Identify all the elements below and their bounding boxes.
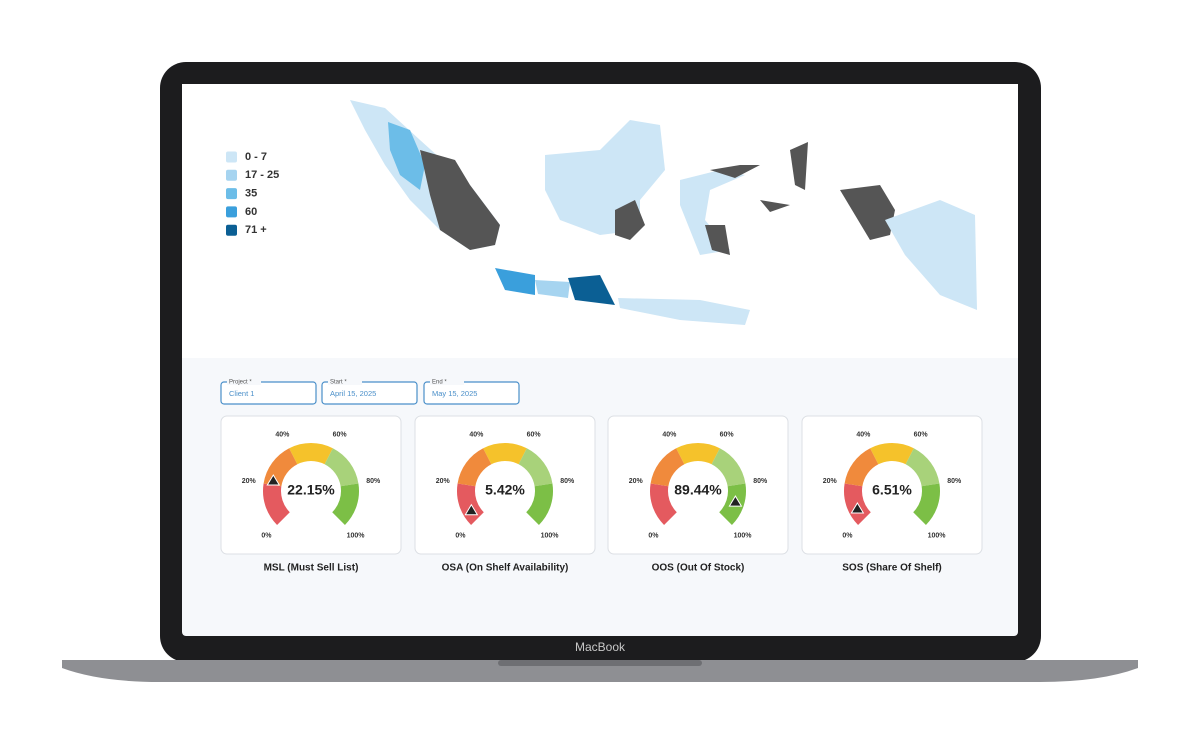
legend-label: 71 + xyxy=(245,224,267,236)
legend-swatch xyxy=(226,188,237,200)
gauge-tick-label: 0% xyxy=(261,532,272,539)
gauge-band xyxy=(518,448,553,487)
gauge-tick-label: 80% xyxy=(366,478,381,485)
filter-label: End * xyxy=(432,380,447,386)
gauge-tick-label: 100% xyxy=(734,532,753,539)
gauge-tick-label: 60% xyxy=(914,432,929,439)
map-region xyxy=(615,200,645,240)
gauge-band xyxy=(905,448,940,487)
gauge-card xyxy=(801,415,983,555)
map-region xyxy=(710,165,760,178)
filter-value: April 15, 2025 xyxy=(330,389,376,398)
filter-label-bg xyxy=(328,378,362,385)
map-region xyxy=(885,200,977,310)
gauge-marker xyxy=(464,503,479,516)
gauge-title: MSL (Must Sell List) xyxy=(264,563,359,574)
gauge-value: 6.51% xyxy=(872,482,912,498)
gauge-tick-label: 0% xyxy=(455,532,466,539)
gauge-value: 5.42% xyxy=(485,482,525,498)
map-region xyxy=(420,150,500,250)
legend-label: 17 - 25 xyxy=(245,169,279,181)
laptop-notch xyxy=(498,660,702,666)
gauge-tick-label: 20% xyxy=(436,478,451,485)
gauge-marker xyxy=(266,474,281,486)
gauge-tick-label: 80% xyxy=(753,478,768,485)
gauge-band xyxy=(457,448,492,487)
gauge-band xyxy=(913,483,941,525)
map-region xyxy=(760,200,790,212)
legend-swatch xyxy=(226,169,237,181)
gauge-band xyxy=(711,448,746,487)
map xyxy=(350,100,977,325)
gauge-band xyxy=(870,443,914,465)
gauge-tick-label: 100% xyxy=(928,532,947,539)
map-region xyxy=(568,275,615,305)
gauge-tick-label: 40% xyxy=(856,432,871,439)
gauge-band xyxy=(324,448,359,487)
gauge-card xyxy=(414,415,596,555)
gauge-tick-label: 100% xyxy=(347,532,366,539)
gauge-tick-label: 20% xyxy=(242,478,257,485)
filter-label-bg xyxy=(430,378,464,385)
legend-label: 60 xyxy=(245,206,257,218)
map-region xyxy=(618,298,750,325)
filter-field[interactable] xyxy=(321,381,418,405)
filter-field[interactable] xyxy=(220,381,317,405)
gauge-tick-label: 20% xyxy=(823,478,838,485)
legend-label: 35 xyxy=(245,188,257,200)
map-region xyxy=(535,280,570,298)
legend-swatch xyxy=(226,206,237,218)
gauge-band xyxy=(526,483,553,525)
gauge-tick-label: 60% xyxy=(527,432,542,439)
gauge-tick-label: 20% xyxy=(629,478,644,485)
map-region xyxy=(388,122,425,190)
gauge-title: SOS (Share Of Shelf) xyxy=(842,563,941,574)
gauge-value: 89.44% xyxy=(674,482,722,498)
gauge-tick-label: 40% xyxy=(469,432,484,439)
gauge-tick-label: 0% xyxy=(648,532,659,539)
legend-swatch xyxy=(226,224,237,236)
gauge-tick-label: 40% xyxy=(662,432,677,439)
map-region xyxy=(680,170,745,255)
gauge-tick-label: 60% xyxy=(720,432,735,439)
gauge-value: 22.15% xyxy=(287,482,335,498)
gauge-band xyxy=(844,448,879,487)
gauge-tick-label: 80% xyxy=(947,478,962,485)
filter-field[interactable] xyxy=(423,381,520,405)
gauge-title: OOS (Out Of Stock) xyxy=(652,563,745,574)
gauge-title: OSA (On Shelf Availability) xyxy=(442,563,569,574)
gauge-card xyxy=(220,415,402,555)
filter-label-bg xyxy=(227,378,261,385)
map-region xyxy=(840,185,895,240)
gauge-band xyxy=(650,483,677,525)
filter-value: Client 1 xyxy=(229,389,254,398)
legend-label: 0 - 7 xyxy=(245,151,267,163)
gauge-tick-label: 100% xyxy=(541,532,560,539)
legend-swatch xyxy=(226,151,237,163)
gauge-tick-label: 40% xyxy=(275,432,290,439)
laptop-base xyxy=(62,660,1138,682)
gauge-marker xyxy=(728,495,743,507)
filter-label: Start * xyxy=(330,380,347,386)
gauge-tick-label: 60% xyxy=(333,432,348,439)
gauge-tick-label: 0% xyxy=(842,532,853,539)
gauge-band xyxy=(650,448,685,487)
filter-label: Project * xyxy=(229,380,252,386)
gauge-band xyxy=(332,483,359,525)
gauge-tick-label: 80% xyxy=(560,478,575,485)
gauge-band xyxy=(483,443,527,465)
gauge-card xyxy=(607,415,789,555)
device-label: MacBook xyxy=(575,640,626,654)
filter-value: May 15, 2025 xyxy=(432,389,477,398)
map-region xyxy=(705,225,730,255)
map-region xyxy=(790,142,808,190)
gauge-band xyxy=(289,442,333,465)
gauge-band xyxy=(676,443,720,465)
gauge-marker xyxy=(850,501,865,514)
gauge-band xyxy=(263,483,290,525)
map-region xyxy=(495,268,535,295)
